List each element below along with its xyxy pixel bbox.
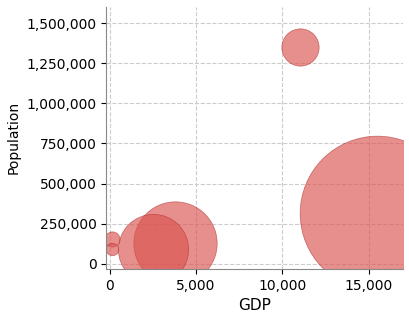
Point (109, 246, 115, 251)
Point (296, 44, 302, 50)
Point (373, 210, 380, 215)
Point (149, 246, 156, 251)
Y-axis label: Population: Population (7, 101, 21, 174)
Point (109, 236, 115, 242)
X-axis label: GDP: GDP (238, 298, 270, 313)
Point (172, 241, 178, 246)
